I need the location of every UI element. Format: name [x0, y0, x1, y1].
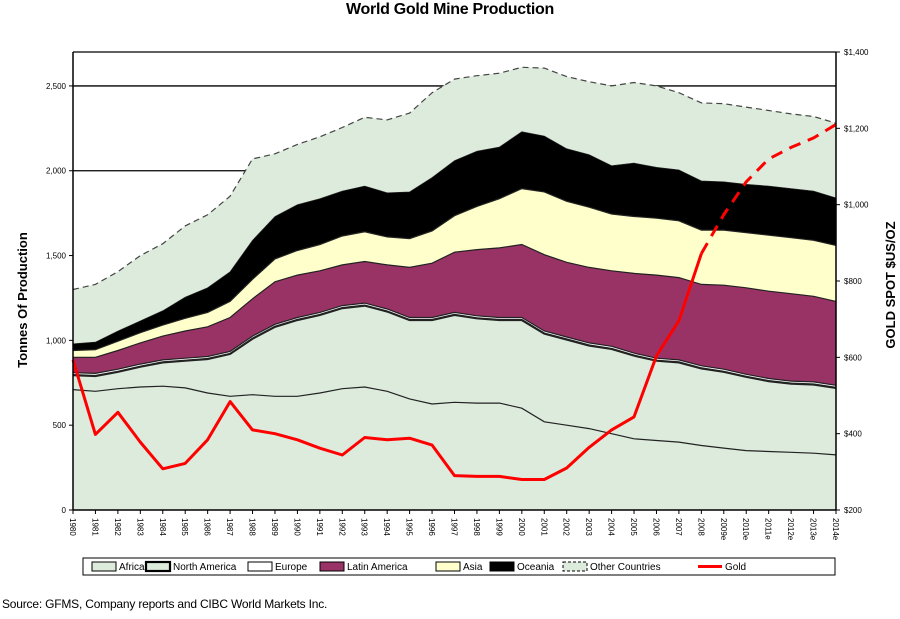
x-tick-label: 1995	[405, 518, 414, 536]
axes: 0 500 1,000 1,500 2,000 2,500 $200 $400 $600 $800…	[46, 48, 869, 541]
x-tick-label: 1981	[90, 518, 99, 536]
stacked-areas	[72, 66, 837, 510]
boundary-north-america	[72, 304, 837, 389]
x-tick-label: 1998	[472, 518, 481, 536]
y-tick-label: 500	[53, 421, 67, 430]
area-asia	[73, 188, 836, 358]
x-tick-label: 1985	[180, 518, 189, 536]
y2-tick-label: $1,200	[844, 124, 869, 133]
legend-label-gold: Gold	[725, 562, 746, 573]
chart-title: World Gold Mine Production	[346, 1, 554, 18]
legend-swatch-other-countries	[562, 561, 588, 572]
x-tick-label: 1980	[68, 518, 77, 536]
area-oceania	[73, 131, 836, 351]
x-tick-label: 1993	[360, 518, 369, 536]
x-tick-label: 2008	[696, 518, 705, 536]
gold-line-forecast	[700, 123, 837, 255]
area-other-countries	[73, 67, 836, 344]
boundary-asia	[72, 187, 837, 352]
legend-swatch-europe	[247, 561, 273, 572]
legend-label-oceania: Oceania	[517, 562, 555, 573]
legend-swatch-oceania	[489, 561, 515, 572]
x-tick-label: 1988	[248, 518, 257, 536]
y2-tick-label: $200	[844, 506, 862, 515]
gold-price-line	[71, 123, 837, 481]
x-tick-label: 2004	[607, 518, 616, 536]
legend-swatch-africa	[91, 561, 117, 572]
y2-tick-label: $600	[844, 353, 862, 362]
y2-tick-label: $1,000	[844, 201, 869, 210]
legend-label-north-america: North America	[173, 562, 237, 573]
source-note: Source: GFMS, Company reports and CIBC W…	[2, 597, 328, 611]
y2-tick-label: $800	[844, 277, 862, 286]
x-tick-label: 2000	[517, 518, 526, 536]
legend-swatch-latin-america	[319, 561, 345, 572]
x-tick-label: 1986	[203, 518, 212, 536]
area-latin-america	[73, 244, 836, 386]
boundary-other-countries	[72, 66, 837, 291]
x-tick-label: 2006	[651, 518, 660, 536]
y-tick-label: 2,000	[46, 167, 67, 176]
legend-label-europe: Europe	[275, 562, 308, 573]
x-tick-label: 1994	[382, 518, 391, 536]
x-tick-label: 1992	[337, 518, 346, 536]
y2-tick-label: $1,400	[844, 48, 869, 57]
y2-tick-label: $400	[844, 430, 862, 439]
legend-label-latin-america: Latin America	[347, 562, 408, 573]
x-tick-label: 1991	[315, 518, 324, 536]
x-tick-label: 1987	[225, 518, 234, 536]
x-tick-label: 2005	[629, 518, 638, 536]
boundary-latin-america	[73, 243, 837, 358]
x-tick-label: 1996	[427, 518, 436, 536]
x-tick-label: 2003	[584, 518, 593, 536]
legend-label-asia: Asia	[463, 562, 483, 573]
x-tick-label: 1990	[292, 518, 301, 536]
x-tick-label: 2014e	[831, 518, 840, 541]
y-axis-title: Tonnes Of Production	[15, 232, 30, 368]
area-africa	[73, 386, 836, 510]
legend-label-other-countries: Other Countries	[590, 562, 661, 573]
x-tick-label: 1982	[113, 518, 122, 536]
boundary-oceania	[72, 131, 837, 345]
boundary-europe	[72, 302, 837, 386]
area-north-america	[73, 305, 836, 455]
x-tick-label: 1999	[494, 518, 503, 536]
x-tick-label: 2009e	[719, 518, 728, 541]
x-tick-label: 2012e	[786, 518, 795, 541]
x-tick-label: 2001	[539, 518, 548, 536]
x-tick-label: 1997	[450, 518, 459, 536]
legend-label-africa: Africa	[119, 562, 145, 573]
legend-swatch-asia	[435, 561, 461, 572]
x-tick-label: 1984	[158, 518, 167, 536]
x-tick-label: 2002	[562, 518, 571, 536]
x-tick-label: 2010e	[741, 518, 750, 541]
y-tick-label: 0	[62, 506, 67, 515]
boundary-africa	[72, 385, 837, 456]
x-tick-label: 1989	[270, 518, 279, 536]
y2-axis-title: GOLD SPOT $US/OZ	[883, 221, 898, 348]
x-tick-label: 2011e	[764, 518, 773, 540]
legend: Africa North America Europe Latin America As…	[82, 557, 836, 576]
x-tick-label: 2007	[674, 518, 683, 536]
y-tick-label: 2,500	[46, 82, 67, 91]
y-tick-label: 1,500	[46, 252, 67, 261]
x-tick-label: 2013e	[809, 518, 818, 541]
gold-line-actual	[71, 253, 703, 481]
x-tick-label: 1983	[135, 518, 144, 536]
legend-swatch-north-america	[144, 560, 172, 573]
y-tick-label: 1,000	[46, 336, 67, 345]
